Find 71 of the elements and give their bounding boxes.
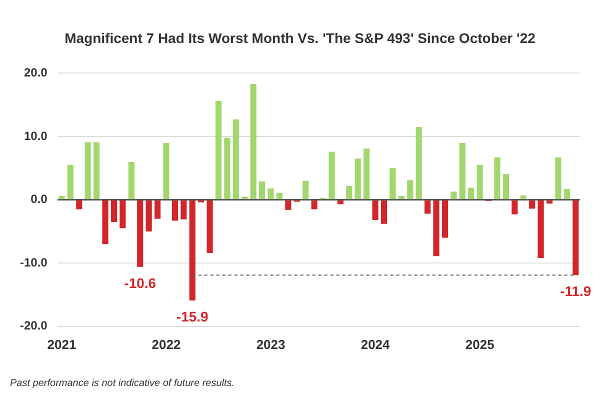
- y-tick-label: 10.0: [24, 128, 48, 143]
- bar: [76, 200, 82, 210]
- text: Past performance is not indicative of future results.: [10, 378, 235, 389]
- bar: [268, 188, 274, 200]
- bar: [520, 195, 526, 200]
- bar: [572, 200, 579, 276]
- bar: [285, 200, 292, 210]
- bar: [390, 168, 396, 200]
- bar: [154, 200, 161, 219]
- bar: [206, 200, 213, 253]
- y-tick-label: -20.0: [20, 318, 48, 333]
- bar: [512, 200, 518, 214]
- bar: [346, 186, 352, 200]
- bar: [232, 119, 239, 200]
- bar: [250, 84, 256, 200]
- bar: [163, 142, 170, 200]
- bar: [459, 142, 466, 200]
- data-label: -10.6: [124, 274, 156, 291]
- bar: [494, 157, 500, 200]
- x-tick-label: 2024: [360, 336, 391, 352]
- bar: [146, 200, 152, 232]
- bar: [94, 142, 100, 200]
- bar: [442, 200, 448, 238]
- bar: [58, 196, 65, 200]
- bar: [564, 189, 570, 200]
- y-tick-label: -10.0: [20, 255, 48, 270]
- bar: [172, 200, 178, 221]
- bar: [364, 148, 370, 200]
- y-tick-label: 0.0: [30, 192, 48, 206]
- bar: [302, 180, 309, 200]
- bar: [337, 200, 344, 204]
- x-tick-label: 2023: [256, 336, 286, 352]
- bar: [128, 162, 134, 200]
- bar: [259, 181, 266, 200]
- bar: [120, 200, 126, 228]
- bar: [468, 188, 474, 200]
- bar: [546, 200, 553, 204]
- bar: [215, 101, 222, 200]
- bar: [424, 200, 431, 214]
- bar: [84, 142, 91, 200]
- x-tick-label: 2022: [152, 336, 181, 352]
- bar: [433, 200, 440, 256]
- bar: [380, 200, 388, 224]
- bar: [529, 200, 536, 209]
- bar: [276, 192, 283, 200]
- bar: [476, 164, 483, 200]
- bar: [407, 180, 414, 200]
- data-label: -11.9: [560, 282, 592, 299]
- bar: [110, 200, 118, 222]
- x-tick-label: 2021: [47, 336, 76, 352]
- x-tick-label: 2025: [465, 336, 494, 352]
- bar: [502, 174, 510, 200]
- bar: [189, 200, 196, 300]
- bar: [416, 127, 422, 200]
- bar: [102, 200, 108, 244]
- chart-title: Magnificent 7 Had Its Worst Month Vs. 'The S&P 493' Since October '22: [64, 30, 536, 46]
- bar: [398, 196, 404, 200]
- bar: [372, 200, 378, 220]
- bar: [224, 138, 230, 200]
- bar: [328, 152, 335, 200]
- bar: [354, 158, 361, 200]
- bar: [67, 164, 74, 200]
- data-label: -15.9: [176, 308, 209, 324]
- bar: [555, 157, 562, 200]
- y-tick-label: 20.0: [24, 66, 48, 80]
- bar: [180, 200, 187, 220]
- bar: [538, 200, 544, 258]
- bar: [311, 200, 318, 210]
- bar: [450, 192, 457, 200]
- bar: [242, 196, 248, 200]
- bar: [137, 200, 144, 267]
